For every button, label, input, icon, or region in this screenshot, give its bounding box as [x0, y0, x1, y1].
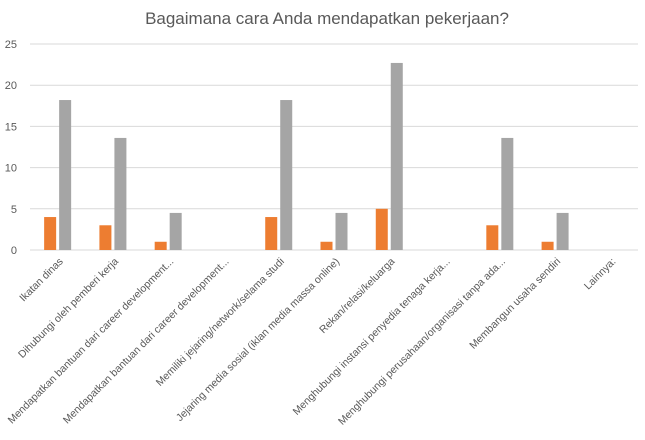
- y-tick-label: 0: [11, 245, 17, 257]
- bar-series-1: [486, 225, 499, 250]
- y-tick-label: 5: [11, 204, 17, 216]
- bar-series-2: [59, 100, 72, 250]
- bar-series-1: [154, 241, 167, 250]
- bar-series-1: [320, 241, 333, 250]
- y-axis-ticks: 0 5 10 15 20 25: [5, 39, 17, 257]
- y-tick-label: 10: [5, 163, 17, 175]
- bar-series-2: [501, 137, 514, 250]
- bar-series-1: [99, 225, 112, 250]
- gridlines: [30, 43, 638, 251]
- y-tick-label: 15: [5, 121, 17, 133]
- bar-series-1: [541, 241, 554, 250]
- bar-series-2: [114, 137, 127, 250]
- bar-series-2: [335, 212, 348, 250]
- y-tick-label: 20: [5, 80, 17, 92]
- bar-series-1: [44, 217, 57, 250]
- bar-series-2: [556, 212, 569, 250]
- y-tick-label: 25: [5, 39, 17, 51]
- bar-series-1: [375, 208, 388, 250]
- x-category-label: Ikatan dinas: [17, 256, 66, 305]
- bars: [44, 62, 569, 251]
- x-category-label: Lainnya:: [582, 256, 619, 293]
- bar-series-2: [390, 62, 403, 251]
- chart-title: Bagaimana cara Anda mendapatkan pekerjaa…: [145, 9, 509, 28]
- bar-series-2: [169, 212, 182, 250]
- bar-series-2: [280, 100, 293, 250]
- x-category-label: Dihubungi oleh pemberi kerja: [16, 256, 121, 361]
- bar-series-1: [265, 217, 278, 250]
- x-category-label: Membangun usaha sendiri: [467, 256, 563, 352]
